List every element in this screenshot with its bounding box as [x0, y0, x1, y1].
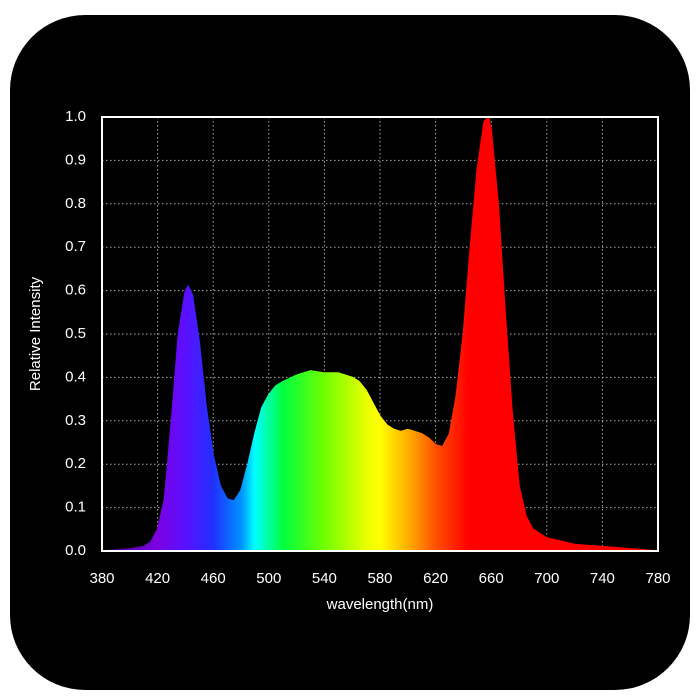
plot-frame	[101, 116, 659, 552]
x-axis-label: wavelength(nm)	[326, 596, 434, 613]
y-tick-label: 0.4	[65, 368, 86, 385]
y-tick-label: 0.3	[65, 412, 86, 429]
x-tick-label: 620	[423, 570, 448, 587]
x-tick-label: 500	[256, 570, 281, 587]
x-tick-label: 580	[367, 570, 392, 587]
y-axis-label: Relative Intensity	[27, 276, 44, 391]
x-tick-label: 780	[645, 570, 670, 587]
x-tick-label: 700	[534, 570, 559, 587]
y-tick-label: 0.2	[65, 455, 86, 472]
y-tick-label: 0.6	[65, 282, 86, 299]
y-tick-label: 0.9	[65, 151, 86, 168]
x-tick-label: 460	[201, 570, 226, 587]
x-tick-label: 660	[479, 570, 504, 587]
y-tick-label: 1.0	[65, 108, 86, 125]
y-tick-label: 0.5	[65, 325, 86, 342]
y-tick-label: 0.0	[65, 542, 86, 559]
spectrum-area	[101, 115, 659, 552]
x-tick-label: 740	[590, 570, 615, 587]
x-tick-label: 380	[89, 570, 114, 587]
y-tick-label: 0.7	[65, 238, 86, 255]
x-tick-label: 420	[145, 570, 170, 587]
y-tick-label: 0.8	[65, 195, 86, 212]
x-tick-label: 540	[312, 570, 337, 587]
y-tick-label: 0.1	[65, 499, 86, 516]
